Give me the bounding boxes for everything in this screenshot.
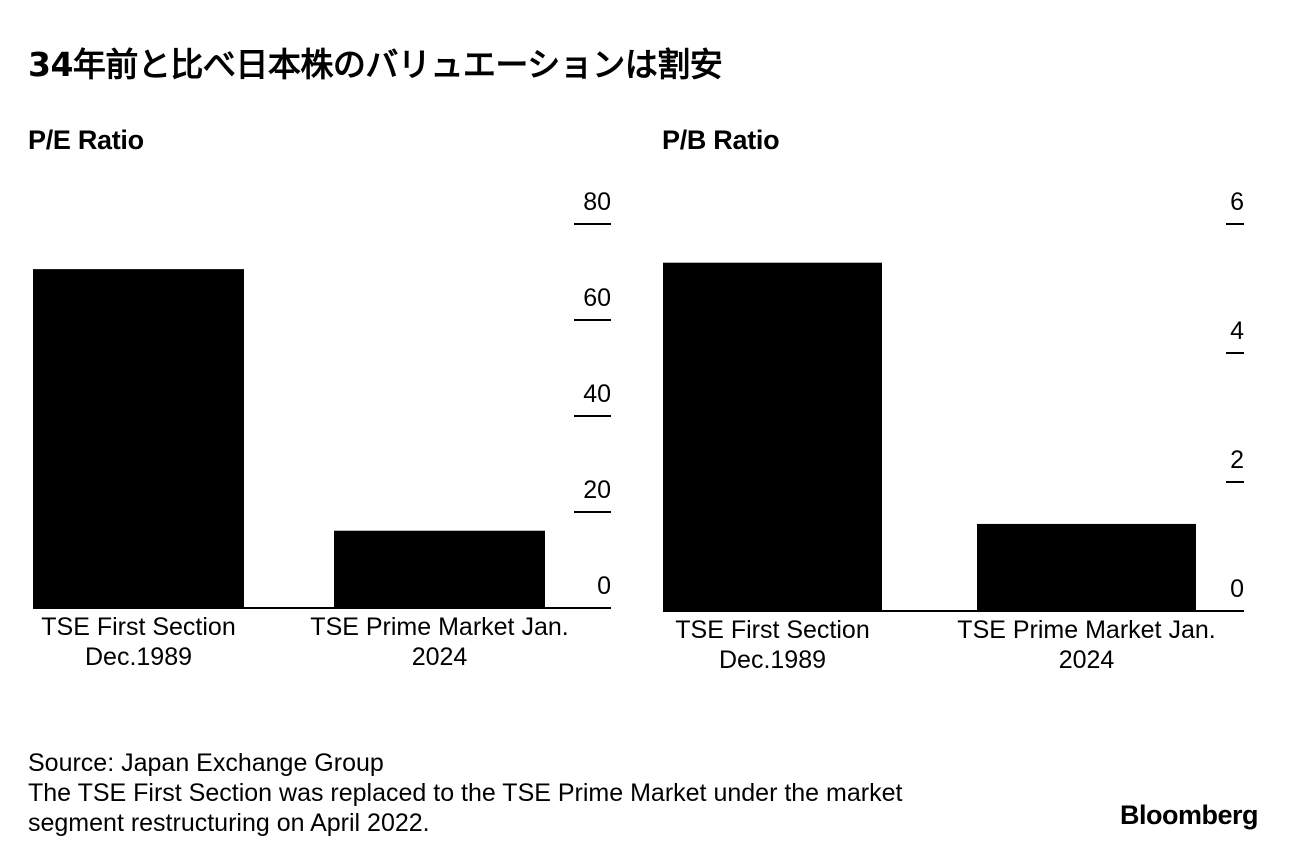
pe-chart-title: P/E Ratio <box>28 125 144 155</box>
footer-notes: Source: Japan Exchange Group The TSE Fir… <box>28 748 902 838</box>
pb-chart-title: P/B Ratio <box>662 125 780 155</box>
bar <box>334 530 545 608</box>
y-tick-label: 60 <box>583 284 611 312</box>
y-tick-label: 20 <box>583 476 611 504</box>
bar <box>33 269 244 608</box>
y-tick-label: 6 <box>1230 188 1244 216</box>
y-tick-label: 0 <box>597 572 611 600</box>
x-tick-label: Dec.1989 <box>719 646 826 674</box>
y-tick-label: 0 <box>1230 575 1244 603</box>
x-tick-label: TSE Prime Market Jan. <box>957 616 1215 644</box>
y-tick-label: 40 <box>583 380 611 408</box>
bar <box>977 523 1196 611</box>
bar <box>663 262 882 611</box>
x-tick-label: TSE First Section <box>675 616 870 644</box>
x-tick-label: TSE First Section <box>41 613 236 641</box>
y-tick-label: 4 <box>1230 317 1244 345</box>
source-note: Source: Japan Exchange Group <box>28 749 384 777</box>
y-tick-label: 2 <box>1230 446 1244 474</box>
x-tick-label: Dec.1989 <box>85 643 192 671</box>
x-tick-label: 2024 <box>1059 646 1115 674</box>
pb-ratio-panel: P/B Ratio 0 2 4 6 TSE First Section Dec.1989 T… <box>634 120 1244 700</box>
page-title: 34年前と比べ日本株のバリュエーションは割安 <box>28 45 723 84</box>
y-tick-label: 80 <box>583 188 611 216</box>
footnote-line-2: segment restructuring on April 2022. <box>28 809 430 837</box>
x-tick-label: 2024 <box>412 643 468 671</box>
footnote-line-1: The TSE First Section was replaced to th… <box>28 779 903 807</box>
bloomberg-logo: Bloomberg <box>1119 800 1259 830</box>
pe-ratio-panel: P/E Ratio 0 20 40 60 80 TSE First Section Dec.… <box>0 120 611 700</box>
x-tick-label: TSE Prime Market Jan. <box>310 613 568 641</box>
